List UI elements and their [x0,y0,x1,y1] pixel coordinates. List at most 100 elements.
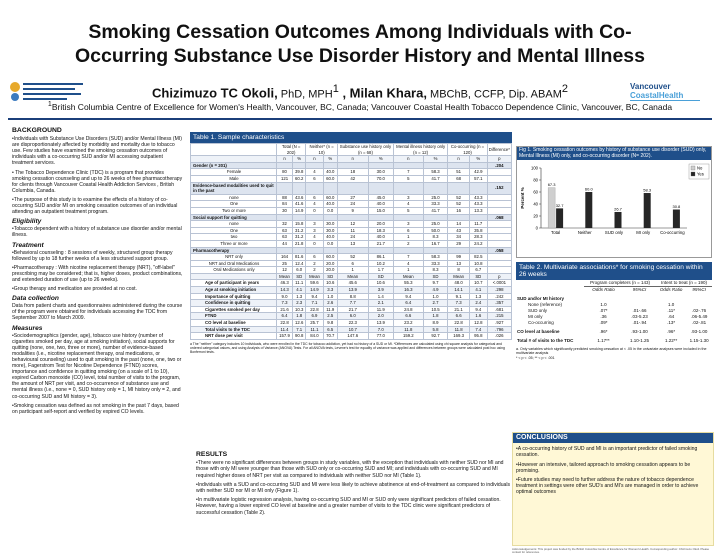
table-1-cell: 41.7 [422,174,449,183]
table-1-cell: 46.3 [275,279,294,288]
table-1-cell: 8.8 [336,292,369,301]
table-1-cell: 30.0 [322,220,338,228]
table-1-cell: 41.6 [292,200,307,208]
table-1-header-cell: % [367,155,394,163]
table-2-header-cell: Odds Ratio [592,287,615,292]
table-1-cell: 12.4 [292,259,307,268]
table-1-header-cell: Co-occurring (n = 120) [447,142,488,157]
table-1-cell: 4 [392,200,424,208]
table-1-cell: Two or more [190,206,277,215]
table-1-cell: 20.0 [367,220,394,228]
table-1-cell: 22.8 [447,319,470,327]
x-tick-label: SUD only [605,230,624,235]
table-1-cell: 1.7 [367,266,394,274]
table-1-cell: 32 [275,220,294,228]
table-1-cell: 25.0 [422,220,449,228]
data-label-yes: 32.7 [556,203,565,208]
table-2-cell: SUD only [528,308,548,313]
legend-label: No [697,166,703,171]
table-1-cell: 0.0 [322,206,338,215]
table-1-cell: 9.4 [468,305,488,314]
table-1-cell: 4 [392,259,424,268]
table-1-cell: 52 [447,193,470,202]
table-1-cell: 5 [392,174,424,183]
table-1-cell: 121 [275,174,294,183]
table-2-cell: .01-.94 [632,320,647,325]
table-2-cell: None (reference) [528,302,563,307]
data-label-yes: 60.0 [585,187,594,192]
table-1-header-cell: n [447,155,470,163]
table-1-cell: 14.9 [292,206,307,215]
table-1-cell [422,213,449,222]
table-1-cell: 7 [392,168,424,176]
bar-yes [585,192,593,229]
table-2-cell: 1.17** [597,338,610,343]
table-1-cell: 80 [275,168,294,176]
table-1-cell: 11.8 [392,325,424,334]
table-1-cell: Total visits to the TDC [190,325,277,334]
y-tick-label: 100 [531,166,539,171]
table-1-cell: 42 [336,174,369,183]
table-1-cell: 14.1 [447,286,470,294]
table-1-header-cell: p [486,155,513,163]
table-1-cell: NRT only [190,253,277,261]
table-1-cell: 3 [305,226,324,235]
table-1-cell: .298 [486,286,513,294]
table-1-cell: 33.3 [422,200,449,208]
table-2-row: MI only .36 .03-5.23 .64 .06-5.49 [516,314,712,320]
header-rule [8,118,712,120]
table-1-cell: 1.8 [292,312,307,321]
table-1-cell: 10.7 [468,279,488,288]
table-1-note: a The "neither" category includes 10 ind… [190,341,505,355]
table-1-cell: 86.1 [367,253,394,261]
table-1-row: NRT and Oral Medications 25 12.4 2 20.0 6 10.2… [190,259,513,268]
table-1-cell: 33.3 [422,259,449,268]
table-1-cell [305,213,324,222]
table-1-cell: 6.0 [336,312,369,321]
footer-acknowledgements: Acknowledgements: This project was funde… [512,547,710,555]
table-1-cell: 169.3 [447,332,470,340]
table-1-cell: 10.3 [292,305,307,314]
table-1-cell [486,226,513,235]
table-1-cell: 21.6 [275,305,294,314]
table-1-header-cell [190,155,277,163]
table-1-cell: 45.6 [336,279,369,288]
table-1-cell [447,181,470,195]
table-1-cell [486,220,513,228]
table-1-cell [486,168,513,176]
table-1-header-cell: % [468,155,488,163]
table-1-cell [367,181,394,195]
table-1-cell: SD [322,272,338,281]
table-1-cell: 11.9 [367,305,394,314]
table-2-header-cell: Odds Ratio [659,287,683,292]
table-1-cell: 40.0 [367,233,394,241]
table-1-cell: .242 [486,292,513,301]
table-1-cell: 10.5 [422,305,449,314]
data-label-no: 67.3 [548,182,557,187]
background-heading: BACKGROUND [12,127,62,134]
author-2-degree: MBChB, CCFP, Dip. ABAM [426,88,562,101]
table-1-row: Three or more 44 21.8 0 0.0 13 21.7 2 16.7 29 24.2 [190,239,513,248]
eligibility-heading: Eligibility [12,218,42,226]
affiliation: 1British Columbia Centre of Excellence f… [47,100,673,112]
table-1-cell: Age of participant in years [190,279,277,288]
table-1-cell: 14.3 [275,286,294,294]
table-1-cell: 1.8 [422,312,449,321]
table-1-cell: 18.3 [367,226,394,235]
table-1-cell [422,161,449,170]
table-1-cell: 51 [447,168,470,176]
table-1-cell: 2 [392,239,424,248]
table-1-cell: Social support for quitting [190,213,277,222]
table-1-cell: 9.4 [392,292,424,301]
table-1-cell: 8.9 [422,319,449,327]
table-1-cell: .796 [486,325,513,334]
table-1-cell: 9.7 [422,279,449,288]
table-1-cell: SD [468,272,488,281]
table-1-cell: 30.0 [322,226,338,235]
table-1-cell: 8.3 [422,266,449,274]
table-1-cell: 25.7 [305,319,324,327]
table-1-cell: 90.8 [292,332,307,340]
table-1-cell: Evidence-based modalities used to quit i… [190,181,277,195]
table-1-cell: 55.3 [392,279,424,288]
table-1-cell: 11.4 [275,325,294,334]
